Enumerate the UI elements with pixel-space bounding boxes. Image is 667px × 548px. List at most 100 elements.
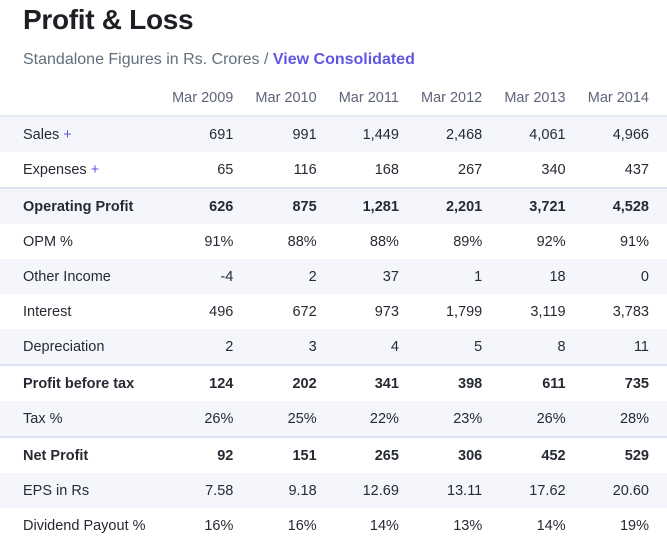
cell-value: 341 <box>334 364 417 401</box>
cell-value: 991 <box>251 116 335 152</box>
cell-value: 496 <box>209 303 234 320</box>
table-row: Dividend Payout % 16% 16% 14% 13% 14% 19% <box>0 508 667 543</box>
cell-value: 4,966 <box>583 116 667 152</box>
row-label: Net Profit <box>0 436 168 473</box>
row-label: EPS in Rs <box>0 473 168 508</box>
cell-value: 91% <box>204 233 234 250</box>
cell-value: 626 <box>168 187 252 224</box>
cell-value: 20.60 <box>583 473 667 508</box>
cell-value: 8 <box>500 329 584 365</box>
cell-value: 1,281 <box>334 187 417 224</box>
row-label: Profit before tax <box>0 364 168 401</box>
cell-value: 17.62 <box>500 473 584 508</box>
table-row: Other Income -4 2 37 1 18 0 <box>0 259 667 294</box>
row-label-text: EPS in Rs <box>23 482 90 499</box>
cell-value: 11 <box>583 329 667 365</box>
cell-value: 398 <box>416 364 501 401</box>
cell-value: -4 <box>168 259 252 294</box>
row-label-text: Dividend Payout % <box>23 517 146 534</box>
cell-value: 2 <box>168 329 252 365</box>
cell-value: 16% <box>287 517 317 534</box>
table-row: OPM % 91% 88% 88% 89% 92% 91% <box>0 224 667 259</box>
cell-value: 7.58 <box>168 473 252 508</box>
expand-row-button[interactable]: + <box>63 126 72 143</box>
cell-value: 1,799 <box>445 303 483 320</box>
cell-value: 4,061 <box>500 116 584 152</box>
row-label: Depreciation <box>0 329 168 365</box>
cell-value: 65 <box>217 161 234 178</box>
cell-value: 28% <box>583 401 667 437</box>
row-label-text: Tax % <box>23 410 63 427</box>
row-label-text: Depreciation <box>23 338 105 355</box>
row-label-text: Operating Profit <box>23 198 134 215</box>
cell-value: 88% <box>287 233 317 250</box>
cell-value: 18 <box>500 259 584 294</box>
cell-value: 14% <box>369 517 399 534</box>
row-label-text: Sales <box>23 126 60 143</box>
table-row: Net Profit 92 151 265 306 452 529 <box>0 436 667 473</box>
expand-row-button[interactable]: + <box>90 161 100 178</box>
cell-value: 116 <box>293 161 317 178</box>
cell-value: 529 <box>583 436 667 473</box>
profit-loss-table: Mar 2009 Mar 2010 Mar 2011 Mar 2012 Mar 2013… <box>0 80 667 543</box>
cell-value: 3,119 <box>530 303 566 320</box>
cell-value: 340 <box>541 161 566 178</box>
cell-value: 875 <box>251 187 335 224</box>
cell-value: 26% <box>500 401 584 437</box>
cell-value: 3 <box>251 329 335 365</box>
subtitle-text: Standalone Figures in Rs. Crores / <box>23 51 273 68</box>
column-header: Mar 2014 <box>583 80 667 117</box>
cell-value: 2,201 <box>416 187 501 224</box>
row-label: Interest <box>0 294 168 329</box>
cell-value: 25% <box>251 401 335 437</box>
row-label-text: Net Profit <box>23 447 89 464</box>
cell-value: 37 <box>334 259 417 294</box>
table-row: EPS in Rs 7.58 9.18 12.69 13.11 17.62 20.60 <box>0 473 667 508</box>
row-label: Expenses + <box>0 152 168 188</box>
row-label: Sales + <box>0 116 168 152</box>
cell-value: 9.18 <box>251 473 335 508</box>
cell-value: 0 <box>583 259 667 294</box>
cell-value: 452 <box>500 436 584 473</box>
table-row: Operating Profit 626 875 1,281 2,201 3,721 4,5… <box>0 187 667 224</box>
cell-value: 124 <box>168 364 252 401</box>
row-label-text: Expenses <box>23 161 87 178</box>
cell-value: 22% <box>334 401 417 437</box>
cell-value: 89% <box>453 233 483 250</box>
cell-value: 168 <box>374 161 399 178</box>
cell-value: 13% <box>453 517 483 534</box>
view-consolidated-link[interactable]: View Consolidated <box>272 51 415 68</box>
cell-value: 19% <box>619 517 649 534</box>
cell-value: 92 <box>168 436 252 473</box>
cell-value: 13.11 <box>416 473 501 508</box>
table-row: Depreciation 2 3 4 5 8 11 <box>0 329 667 365</box>
cell-value: 672 <box>292 303 317 320</box>
column-header: Mar 2009 <box>168 80 252 117</box>
column-header: Mar 2010 <box>251 80 335 117</box>
row-label-text: Interest <box>23 303 72 320</box>
cell-value: 1 <box>416 259 501 294</box>
column-header: Mar 2013 <box>500 80 584 117</box>
cell-value: 26% <box>168 401 252 437</box>
row-label: Dividend Payout % <box>0 508 168 543</box>
cell-value: 437 <box>624 161 649 178</box>
cell-value: 3,783 <box>612 303 649 320</box>
cell-value: 265 <box>334 436 417 473</box>
cell-value: 88% <box>369 233 399 250</box>
header-row: Mar 2009 Mar 2010 Mar 2011 Mar 2012 Mar 2013… <box>0 80 667 117</box>
column-header: Mar 2011 <box>334 80 417 117</box>
cell-value: 973 <box>374 303 399 320</box>
table-row: Interest 496 672 973 1,799 3,119 3,783 <box>0 294 667 329</box>
cell-value: 3,721 <box>500 187 584 224</box>
table-row: Profit before tax 124 202 341 398 611 735 <box>0 364 667 401</box>
row-label: Tax % <box>0 401 168 437</box>
table-row: Expenses +65 116 168 267 340 437 <box>0 152 667 188</box>
page-title: Profit & Loss <box>23 4 194 35</box>
cell-value: 306 <box>416 436 501 473</box>
cell-value: 2 <box>251 259 335 294</box>
cell-value: 691 <box>168 116 252 152</box>
cell-value: 2,468 <box>416 116 501 152</box>
cell-value: 16% <box>204 517 234 534</box>
header-blank <box>0 80 168 117</box>
table-row: Sales +691 991 1,449 2,468 4,061 4,966 <box>0 116 667 152</box>
